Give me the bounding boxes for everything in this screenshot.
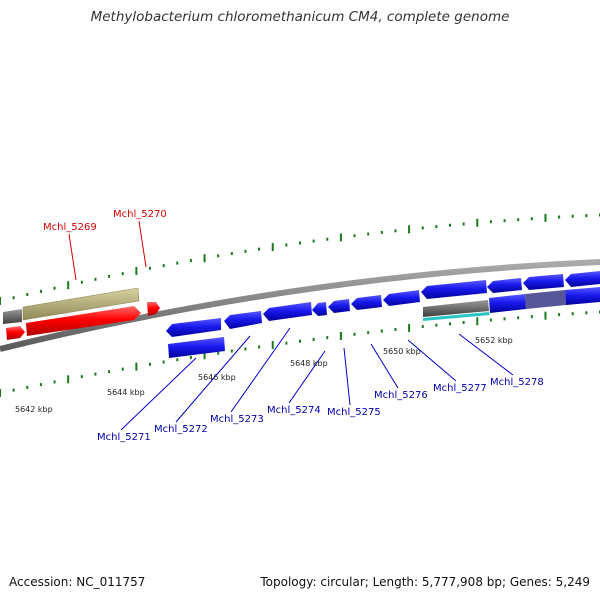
gene-label-mchl-5271[interactable]: Mchl_5271	[97, 432, 151, 443]
gray-feature-right[interactable]	[423, 300, 489, 317]
gene-arrow-5280[interactable]	[523, 274, 564, 290]
gene-arrow-5281[interactable]	[565, 271, 600, 287]
leader-mchl-5273	[230, 327, 291, 413]
topology-info-text: Topology: circular; Length: 5,777,908 bp…	[260, 575, 590, 589]
scale-label-5650: 5650 kbp	[383, 347, 421, 356]
gene-arrow-5283[interactable]	[525, 290, 566, 309]
genome-backbone	[0, 259, 600, 352]
forward-tick-track	[0, 213, 600, 305]
scale-labels: 5642 kbp 5644 kbp 5646 kbp 5648 kbp 5650…	[15, 336, 513, 414]
leader-mchl-5269	[68, 233, 77, 281]
scale-label-5652: 5652 kbp	[475, 336, 513, 345]
repeat-region-feature[interactable]	[22, 287, 140, 321]
gene-arrow-mchl-5273[interactable]	[263, 302, 312, 321]
gene-label-mchl-5272[interactable]: Mchl_5272	[154, 424, 208, 435]
gene-label-mchl-5275[interactable]: Mchl_5275	[327, 407, 381, 418]
leader-lines	[68, 220, 514, 431]
gene-arrow-mchl-5278[interactable]	[421, 280, 487, 299]
gene-arrow-mchl-5269-small[interactable]	[6, 326, 25, 340]
leader-mchl-5276	[370, 343, 399, 389]
scale-label-5642: 5642 kbp	[15, 405, 53, 414]
gene-label-mchl-5269[interactable]: Mchl_5269	[43, 222, 97, 233]
leader-mchl-5274	[288, 350, 326, 404]
gene-arrow-5279[interactable]	[487, 278, 522, 293]
accession-text: Accession: NC_011757	[9, 575, 146, 589]
gene-arrow-mchl-5271b[interactable]	[168, 337, 225, 358]
gene-arrow-mchl-5272[interactable]	[224, 311, 262, 329]
cyan-feature[interactable]	[423, 312, 490, 321]
scale-label-5648: 5648 kbp	[290, 359, 328, 368]
gene-label-mchl-5274[interactable]: Mchl_5274	[267, 405, 321, 416]
gene-label-mchl-5278[interactable]: Mchl_5278	[490, 377, 544, 388]
gene-arrow-mchl-5275[interactable]	[328, 299, 350, 313]
gene-label-mchl-5273[interactable]: Mchl_5273	[210, 414, 264, 425]
leader-mchl-5271	[120, 357, 197, 431]
gene-arrow-mchl-5271[interactable]	[166, 318, 221, 337]
leader-mchl-5277	[407, 339, 457, 382]
forward-strand-features	[3, 287, 160, 340]
gene-arrow-mchl-5274[interactable]	[312, 302, 327, 316]
gene-label-mchl-5277[interactable]: Mchl_5277	[433, 383, 487, 394]
gene-label-mchl-5276[interactable]: Mchl_5276	[374, 390, 428, 401]
scale-label-5644: 5644 kbp	[107, 388, 145, 397]
gene-arrow-mchl-5269[interactable]	[26, 306, 141, 336]
leader-mchl-5278	[458, 333, 514, 376]
gene-arrow-mchl-5276[interactable]	[351, 295, 382, 310]
gene-labels: Mchl_5269 Mchl_5270 Mchl_5271 Mchl_5272 …	[43, 209, 544, 443]
gene-arrow-mchl-5277[interactable]	[383, 290, 420, 306]
scale-label-5646: 5646 kbp	[198, 373, 236, 382]
reverse-strand-features	[166, 271, 600, 358]
leader-mchl-5270	[138, 220, 147, 268]
gene-label-mchl-5270[interactable]: Mchl_5270	[113, 209, 167, 220]
leader-mchl-5275	[343, 347, 351, 406]
gene-arrow-mchl-5270[interactable]	[147, 302, 160, 316]
reverse-tick-track	[0, 310, 600, 397]
gray-feature[interactable]	[3, 309, 22, 324]
gene-arrow-5284[interactable]	[565, 287, 600, 305]
gene-arrow-5282[interactable]	[489, 294, 526, 313]
leader-mchl-5272	[175, 335, 251, 423]
page-title: Methylobacterium chloromethanicum CM4, c…	[90, 9, 510, 25]
